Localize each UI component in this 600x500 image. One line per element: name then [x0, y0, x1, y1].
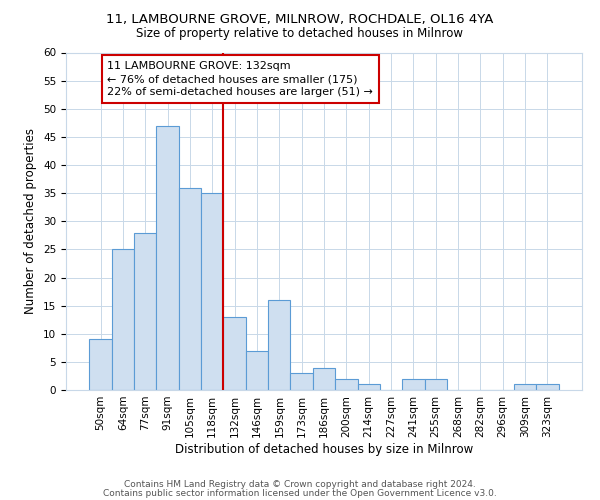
Text: 11 LAMBOURNE GROVE: 132sqm
← 76% of detached houses are smaller (175)
22% of sem: 11 LAMBOURNE GROVE: 132sqm ← 76% of deta… — [107, 61, 373, 98]
Bar — [157, 126, 179, 390]
Text: Contains public sector information licensed under the Open Government Licence v3: Contains public sector information licen… — [103, 488, 497, 498]
Bar — [290, 373, 313, 390]
Bar — [358, 384, 380, 390]
Bar — [402, 379, 425, 390]
Bar — [246, 350, 268, 390]
Bar — [134, 232, 157, 390]
Bar — [425, 379, 447, 390]
Bar — [89, 340, 112, 390]
Bar — [112, 250, 134, 390]
Bar — [313, 368, 335, 390]
Text: 11, LAMBOURNE GROVE, MILNROW, ROCHDALE, OL16 4YA: 11, LAMBOURNE GROVE, MILNROW, ROCHDALE, … — [106, 12, 494, 26]
Bar — [536, 384, 559, 390]
Y-axis label: Number of detached properties: Number of detached properties — [25, 128, 37, 314]
Bar — [223, 317, 246, 390]
Text: Size of property relative to detached houses in Milnrow: Size of property relative to detached ho… — [137, 28, 464, 40]
Bar — [335, 379, 358, 390]
Text: Contains HM Land Registry data © Crown copyright and database right 2024.: Contains HM Land Registry data © Crown c… — [124, 480, 476, 489]
Bar — [201, 193, 223, 390]
Bar — [179, 188, 201, 390]
Bar — [514, 384, 536, 390]
Bar — [268, 300, 290, 390]
X-axis label: Distribution of detached houses by size in Milnrow: Distribution of detached houses by size … — [175, 442, 473, 456]
